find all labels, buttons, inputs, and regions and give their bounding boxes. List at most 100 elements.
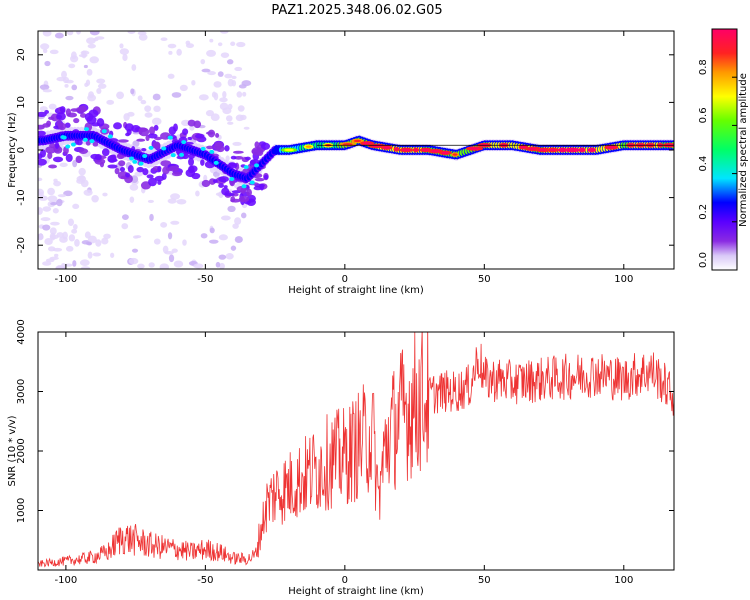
y-tick-label: 20 bbox=[16, 48, 27, 61]
noise-speck bbox=[53, 178, 58, 183]
ridge-core bbox=[353, 139, 362, 143]
noise-speck bbox=[56, 232, 64, 238]
noise-speck bbox=[76, 31, 82, 35]
spectral-blob bbox=[124, 123, 134, 132]
noise-speck bbox=[52, 208, 59, 214]
noise-speck bbox=[87, 94, 97, 102]
noise-speck bbox=[134, 171, 144, 177]
noise-speck bbox=[57, 194, 67, 198]
noise-speck bbox=[226, 59, 234, 65]
noise-speck bbox=[64, 79, 74, 84]
spectral-blob bbox=[200, 159, 205, 166]
spectral-peak bbox=[229, 176, 235, 181]
spectrogram-x-label: Height of straight line (km) bbox=[288, 285, 424, 296]
noise-speck bbox=[217, 42, 223, 47]
spectral-blob bbox=[118, 160, 126, 167]
spectral-blob bbox=[254, 177, 265, 182]
noise-speck bbox=[39, 84, 50, 91]
spectral-blob bbox=[125, 132, 130, 137]
spectral-blob bbox=[78, 148, 89, 154]
noise-speck bbox=[167, 232, 173, 240]
noise-speck bbox=[64, 84, 69, 88]
noise-speck bbox=[55, 265, 65, 269]
spectral-blob bbox=[45, 146, 56, 154]
noise-speck bbox=[218, 234, 228, 241]
noise-speck bbox=[39, 191, 44, 197]
noise-speck bbox=[40, 43, 50, 50]
ridge-core bbox=[579, 148, 585, 152]
spectral-blob bbox=[161, 172, 167, 180]
noise-speck bbox=[198, 94, 209, 101]
noise-speck bbox=[232, 223, 239, 229]
noise-speck bbox=[68, 63, 76, 69]
noise-speck bbox=[242, 91, 247, 97]
noise-speck bbox=[71, 228, 78, 234]
x-tick-label: 0 bbox=[342, 575, 348, 586]
noise-speck bbox=[56, 198, 63, 207]
colorbar-tick-label: 0.2 bbox=[698, 204, 709, 220]
snr-marks bbox=[38, 332, 674, 568]
spectral-blob bbox=[67, 112, 78, 118]
noise-speck bbox=[209, 239, 219, 244]
spectral-peak bbox=[241, 184, 247, 189]
x-tick-label: -50 bbox=[197, 575, 213, 586]
noise-speck bbox=[224, 73, 233, 79]
spectral-peak bbox=[179, 152, 185, 157]
spectral-blob bbox=[147, 133, 158, 139]
noise-speck bbox=[230, 245, 237, 251]
noise-speck bbox=[206, 49, 217, 57]
noise-speck bbox=[227, 205, 236, 213]
noise-speck bbox=[97, 83, 107, 89]
ridge-core bbox=[422, 148, 430, 152]
snr-y-label: SNR (10 * v/v) bbox=[7, 415, 18, 486]
spectral-blob bbox=[224, 192, 235, 197]
noise-speck bbox=[220, 52, 230, 58]
spectral-blob bbox=[238, 196, 250, 203]
spectral-peak bbox=[213, 160, 219, 165]
noise-speck bbox=[47, 195, 58, 202]
x-tick-label: 100 bbox=[614, 274, 633, 285]
noise-speck bbox=[80, 266, 91, 269]
y-tick-label: 1000 bbox=[16, 498, 27, 523]
spectral-blob bbox=[213, 179, 218, 184]
noise-speck bbox=[110, 252, 115, 258]
noise-speck bbox=[193, 263, 204, 269]
spectral-peak bbox=[170, 153, 176, 158]
noise-speck bbox=[62, 231, 68, 240]
noise-speck bbox=[203, 174, 208, 182]
noise-speck bbox=[86, 68, 93, 76]
spectral-blob bbox=[157, 165, 162, 172]
noise-speck bbox=[38, 233, 44, 241]
noise-speck bbox=[40, 217, 51, 222]
noise-speck bbox=[101, 237, 109, 245]
colorbar-tick-label: 0.0 bbox=[698, 252, 709, 268]
colorbar-ticks: 0.0 0.2 0.4 0.6 0.8 bbox=[698, 59, 737, 271]
noise-speck bbox=[211, 91, 217, 98]
noise-speck bbox=[238, 84, 247, 89]
spectral-blob bbox=[244, 156, 251, 161]
spectral-blob bbox=[64, 122, 71, 128]
noise-speck bbox=[213, 81, 222, 88]
noise-speck bbox=[137, 95, 143, 102]
ridge-core bbox=[548, 148, 557, 152]
ridge-core bbox=[284, 148, 294, 152]
spectral-blob bbox=[94, 154, 102, 161]
spectral-peak bbox=[132, 159, 138, 164]
spectral-peak bbox=[142, 153, 148, 158]
noise-speck bbox=[39, 106, 48, 112]
ridge-core bbox=[537, 148, 548, 152]
noise-speck bbox=[65, 245, 74, 252]
spectral-blob bbox=[189, 165, 198, 173]
noise-speck bbox=[243, 126, 250, 130]
spectral-blob bbox=[54, 141, 60, 149]
noise-speck bbox=[149, 213, 154, 222]
spectral-blob bbox=[47, 152, 53, 160]
spectral-blob bbox=[107, 164, 118, 169]
noise-speck bbox=[220, 215, 231, 221]
noise-speck bbox=[132, 140, 140, 148]
spectral-peak bbox=[200, 146, 206, 151]
spectral-blob bbox=[256, 147, 264, 157]
noise-speck bbox=[95, 239, 102, 247]
ridge-core bbox=[430, 149, 441, 153]
spectral-blob bbox=[218, 176, 229, 183]
